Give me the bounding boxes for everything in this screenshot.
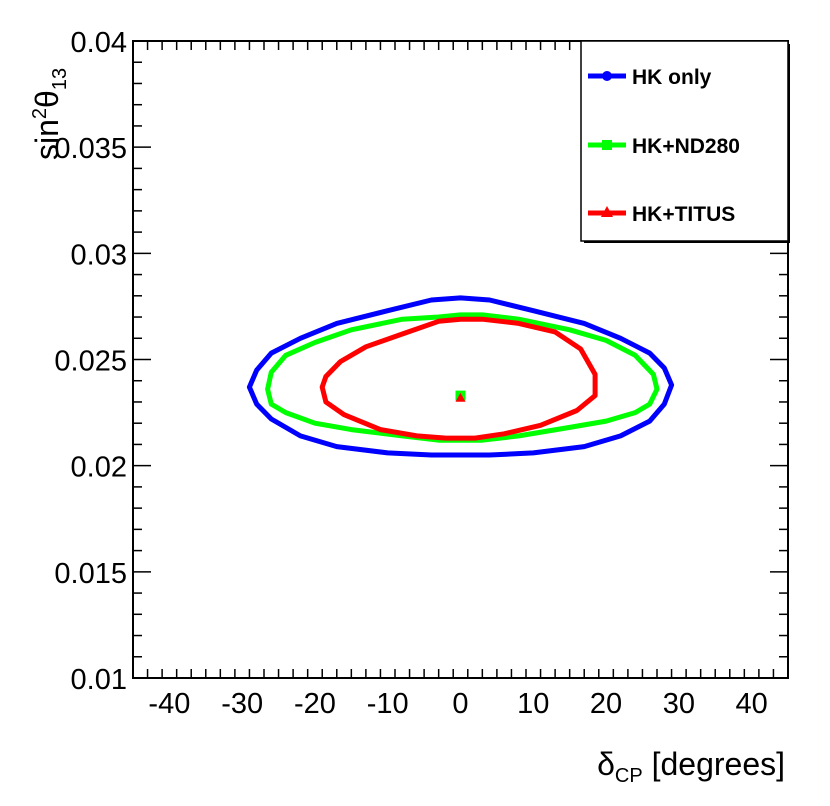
- x-axis-title-rest: [degrees]: [643, 746, 785, 782]
- y-tick-label: 0.01: [71, 664, 127, 696]
- y-tick-label: 0.035: [54, 133, 127, 165]
- best-fit-layer: [455, 390, 466, 402]
- x-tick-label: 30: [663, 688, 695, 720]
- x-tick-label: -30: [221, 688, 263, 720]
- y-tick-labels: 0.01 0.015 0.02 0.025 0.03 0.035 0.04: [54, 27, 127, 696]
- x-tick-label: 0: [452, 688, 468, 720]
- y-axis-title-sub: 13: [49, 68, 71, 90]
- x-tick-label: 40: [735, 688, 767, 720]
- contour-1: [265, 312, 660, 443]
- legend-shadow-bottom: [584, 241, 790, 243]
- x-tick-labels: -40 -30 -20 -10 0 10 20 30 40: [148, 688, 767, 720]
- y-tick-label: 0.025: [54, 346, 127, 378]
- y-tick-label: 0.02: [71, 452, 127, 484]
- y-ticks: [133, 40, 788, 679]
- x-axis-title-sub: CP: [615, 765, 643, 787]
- legend-shadow-right: [788, 44, 790, 243]
- y-axis-title-theta: θ: [29, 90, 65, 108]
- contour-0: [246, 295, 675, 458]
- best-fit-point-2: [455, 392, 466, 402]
- contour-2: [319, 316, 598, 441]
- y-tick-label: 0.015: [54, 558, 127, 590]
- legend-label-hk-nd280: HK+ND280: [632, 135, 740, 158]
- x-axis-title: δCP [degrees]: [597, 746, 785, 787]
- legend-item-hk-only: HK only: [588, 66, 712, 89]
- y-axis-title-main: sin: [29, 119, 65, 160]
- y-axis-title: sin2θ13: [29, 68, 71, 160]
- legend: HK only HK+ND280 HK+TITUS: [580, 40, 790, 243]
- y-tick-label: 0.03: [71, 239, 127, 271]
- x-tick-label: -10: [367, 688, 409, 720]
- x-tick-label: -40: [148, 688, 190, 720]
- legend-label-hk-only: HK only: [632, 66, 712, 89]
- legend-item-hk-titus: HK+TITUS: [588, 203, 735, 226]
- contours-layer: [246, 295, 675, 458]
- x-tick-label: 10: [517, 688, 549, 720]
- legend-marker-square: [602, 140, 612, 150]
- legend-marker-triangle: [601, 206, 613, 217]
- y-tick-label: 0.04: [71, 27, 127, 59]
- x-tick-label: -20: [294, 688, 336, 720]
- legend-label-hk-titus: HK+TITUS: [632, 203, 735, 226]
- y-axis-title-sup: 2: [29, 108, 51, 119]
- legend-item-hk-nd280: HK+ND280: [588, 135, 740, 158]
- x-tick-label: 20: [590, 688, 622, 720]
- legend-marker-circle: [602, 71, 612, 81]
- x-axis-title-main: δ: [597, 746, 615, 782]
